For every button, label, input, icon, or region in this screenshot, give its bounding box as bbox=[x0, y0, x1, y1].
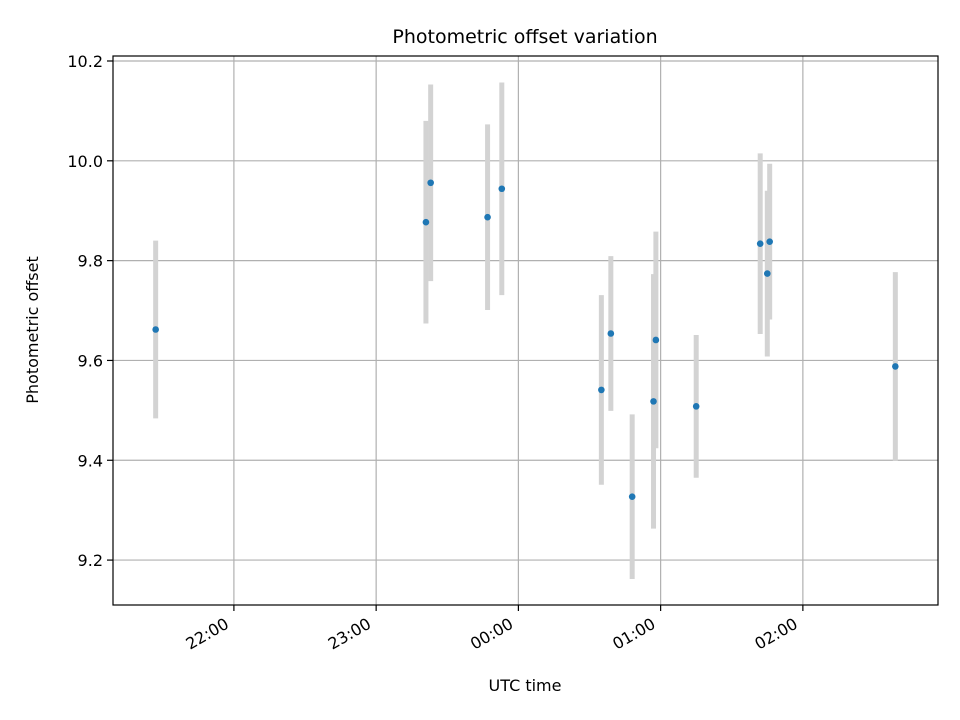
data-point bbox=[607, 330, 615, 337]
plot-frame bbox=[112, 55, 939, 606]
data-point bbox=[152, 326, 159, 333]
x-axis-label: UTC time bbox=[489, 676, 562, 695]
data-point bbox=[628, 493, 636, 500]
y-tick-label: 10.2 bbox=[67, 52, 103, 71]
data-point bbox=[598, 386, 605, 394]
data-points bbox=[152, 179, 899, 500]
data-point bbox=[766, 238, 773, 245]
data-point bbox=[422, 218, 430, 226]
y-tick-label: 10.0 bbox=[67, 152, 103, 171]
data-point bbox=[484, 213, 491, 221]
data-point bbox=[498, 185, 506, 193]
y-tick-label: 9.4 bbox=[78, 451, 103, 470]
y-tick-label: 9.6 bbox=[78, 351, 103, 370]
grid-lines bbox=[113, 56, 938, 605]
data-point bbox=[892, 363, 899, 370]
data-point bbox=[650, 398, 657, 405]
chart-title: Photometric offset variation bbox=[392, 26, 657, 48]
y-axis-label: Photometric offset bbox=[23, 256, 42, 404]
y-axis-ticks: 9.2 9.4 9.6 9.8 10.0 10.2 bbox=[67, 52, 113, 570]
y-tick-label: 9.8 bbox=[78, 252, 103, 271]
data-point bbox=[427, 179, 434, 187]
y-tick-label: 9.2 bbox=[78, 551, 103, 570]
data-point bbox=[764, 270, 771, 277]
data-point bbox=[652, 336, 660, 344]
data-point bbox=[692, 403, 700, 410]
data-point bbox=[756, 240, 764, 247]
